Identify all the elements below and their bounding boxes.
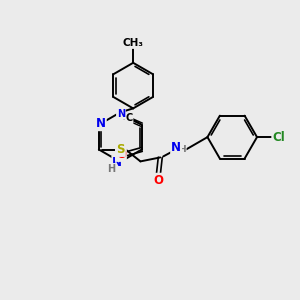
Text: H: H — [178, 145, 186, 154]
Text: N: N — [112, 156, 122, 170]
Text: Cl: Cl — [272, 130, 285, 144]
Text: H: H — [107, 164, 116, 174]
Text: N: N — [117, 109, 125, 119]
Text: N: N — [171, 141, 181, 154]
Text: CH₃: CH₃ — [123, 38, 144, 48]
Text: O: O — [116, 148, 126, 161]
Text: C: C — [125, 113, 133, 123]
Text: O: O — [153, 174, 163, 187]
Text: S: S — [116, 143, 125, 156]
Text: N: N — [96, 117, 106, 130]
